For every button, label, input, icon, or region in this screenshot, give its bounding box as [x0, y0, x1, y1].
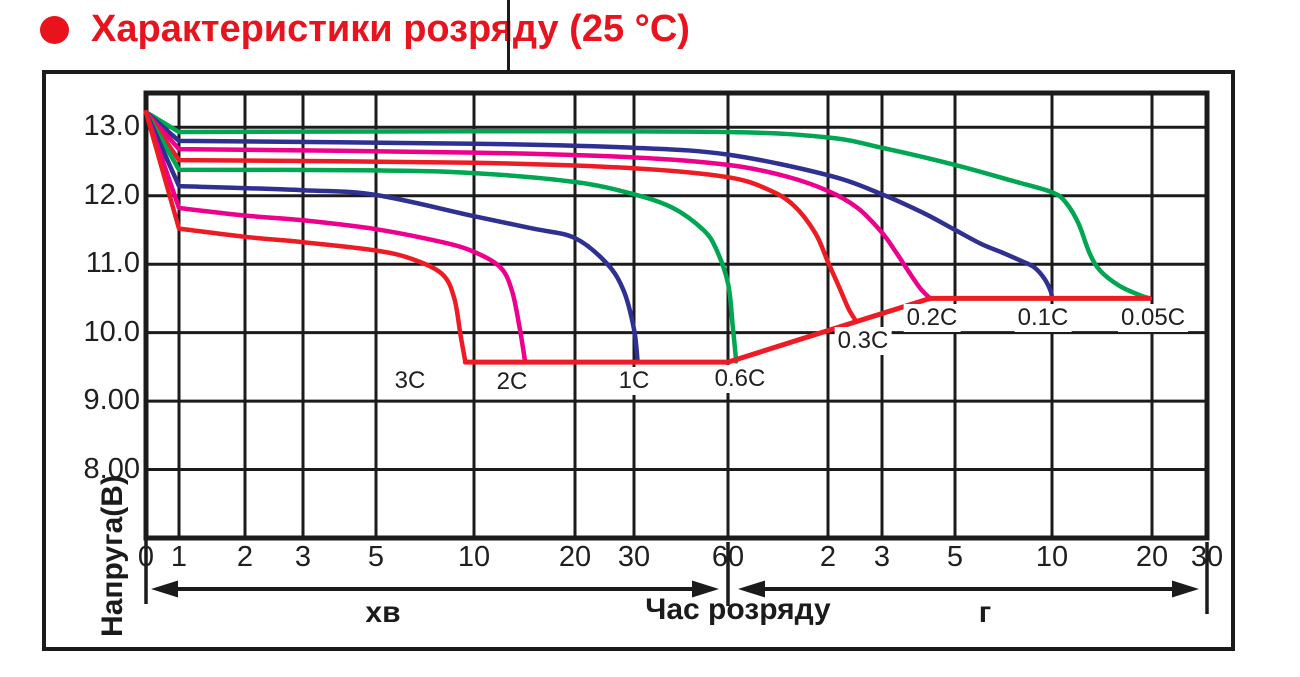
x-tick-label: 20	[1135, 541, 1169, 573]
x-tick-label: 0	[137, 541, 155, 573]
cutoff-voltage-line	[462, 295, 1153, 365]
curve-0.6C	[143, 109, 739, 364]
x-tick-label: 60	[711, 541, 745, 573]
x-tick-label: 2	[236, 541, 254, 573]
arrowhead-left-icon	[738, 580, 765, 598]
curve-rate-label-0.3C: 0.3C	[834, 327, 892, 355]
x-tick-label: 20	[558, 541, 592, 573]
y-tick-label: 11.0	[85, 247, 140, 280]
curve-rate-label-0.6C: 0.6C	[711, 365, 769, 393]
curve-0.1C	[143, 109, 1055, 301]
curve-0.05C	[143, 109, 1152, 301]
curve-rate-label-0.05C: 0.05C	[1117, 304, 1189, 332]
x-tick-label: 3	[873, 541, 891, 573]
title-bullet-icon	[40, 16, 69, 44]
x-axis-title: Час розряду	[645, 593, 831, 626]
y-tick-label: 12.0	[83, 178, 140, 211]
y-tick-label: 9.00	[83, 384, 140, 417]
hours-unit-label: г	[978, 596, 992, 629]
x-tick-label: 30	[617, 541, 651, 573]
curve-rate-label-2C: 2C	[493, 368, 531, 396]
x-tick-label: 5	[946, 541, 964, 573]
x-tick-label: 30	[1190, 541, 1224, 573]
x-tick-label: 1	[170, 541, 188, 573]
chart-outer-border	[42, 70, 1235, 651]
x-tick-label: 5	[367, 541, 385, 573]
page-title: Характеристики розряду (25 °C)	[91, 8, 690, 50]
curve-2C	[143, 109, 528, 364]
curve-1C	[143, 109, 640, 364]
curve-0.3C	[143, 109, 859, 324]
arrowhead-left-icon	[151, 580, 178, 598]
curve-3C	[143, 109, 468, 364]
arrowhead-right-icon	[1172, 580, 1199, 598]
x-tick-label: 10	[1035, 541, 1069, 573]
curve-rate-label-0.2C: 0.2C	[903, 304, 961, 332]
y-tick-label: 8.00	[83, 452, 140, 485]
curve-0.2C	[143, 109, 933, 301]
minutes-unit-label: хв	[365, 596, 401, 629]
page-cell-divider	[507, 0, 510, 72]
y-tick-label: 10.0	[83, 315, 140, 348]
x-tick-label: 10	[457, 541, 491, 573]
x-tick-label: 2	[819, 541, 837, 573]
y-tick-label: 13.0	[83, 110, 140, 143]
curve-rate-label-3C: 3C	[391, 367, 429, 395]
curve-rate-label-0.1C: 0.1C	[1014, 304, 1072, 332]
arrowhead-right-icon	[692, 580, 719, 598]
curve-rate-label-1C: 1C	[615, 367, 653, 395]
x-tick-label: 3	[294, 541, 312, 573]
plot-frame	[143, 90, 1210, 541]
